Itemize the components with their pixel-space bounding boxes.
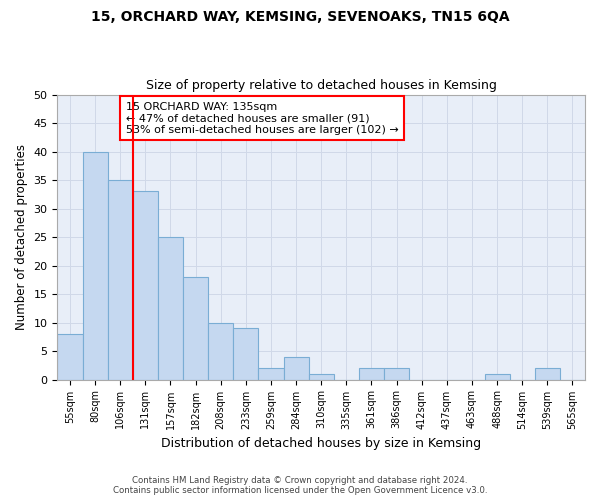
Bar xyxy=(359,368,384,380)
Bar xyxy=(308,374,334,380)
Y-axis label: Number of detached properties: Number of detached properties xyxy=(15,144,28,330)
Bar xyxy=(58,334,83,380)
Bar xyxy=(133,192,158,380)
Bar xyxy=(208,322,233,380)
Title: Size of property relative to detached houses in Kemsing: Size of property relative to detached ho… xyxy=(146,79,497,92)
Bar xyxy=(158,237,183,380)
Bar xyxy=(107,180,133,380)
Bar xyxy=(384,368,409,380)
Text: 15 ORCHARD WAY: 135sqm
← 47% of detached houses are smaller (91)
53% of semi-det: 15 ORCHARD WAY: 135sqm ← 47% of detached… xyxy=(126,102,399,135)
Text: 15, ORCHARD WAY, KEMSING, SEVENOAKS, TN15 6QA: 15, ORCHARD WAY, KEMSING, SEVENOAKS, TN1… xyxy=(91,10,509,24)
Bar xyxy=(83,152,107,380)
Bar xyxy=(485,374,509,380)
Bar xyxy=(284,357,308,380)
Bar xyxy=(233,328,259,380)
Bar xyxy=(259,368,284,380)
Bar xyxy=(535,368,560,380)
Bar xyxy=(183,277,208,380)
Text: Contains HM Land Registry data © Crown copyright and database right 2024.
Contai: Contains HM Land Registry data © Crown c… xyxy=(113,476,487,495)
X-axis label: Distribution of detached houses by size in Kemsing: Distribution of detached houses by size … xyxy=(161,437,481,450)
